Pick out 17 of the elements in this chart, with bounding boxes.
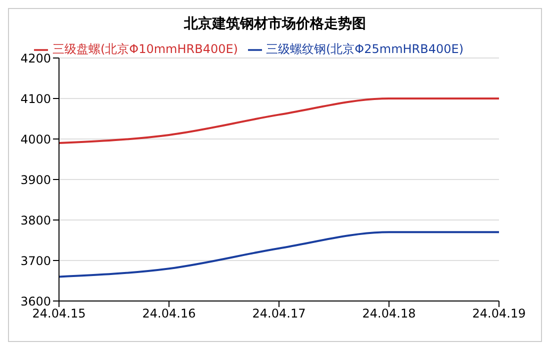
y-tick-label: 4200 [20,51,51,66]
legend-label: 三级螺纹钢(北京Φ25mmHRB400E) [266,42,464,56]
legend-label: 三级盘螺(北京Φ10mmHRB400E) [52,42,238,56]
x-tick-label: 24.04.17 [252,306,306,321]
chart-title: 北京建筑钢材市场价格走势图 [182,15,367,33]
x-tick-label: 24.04.15 [32,306,86,321]
line-series [58,231,500,278]
y-tick-label: 3900 [20,172,51,187]
y-tick-label: 4100 [20,92,51,106]
x-tick-label: 24.04.16 [142,306,196,321]
line-series [58,98,500,144]
x-tick-label: 24.04.19 [472,306,526,321]
x-tick-label: 24.04.18 [362,306,416,321]
y-tick-label: 4000 [20,132,51,146]
y-tick-label: 3700 [20,254,51,268]
y-tick-label: 3800 [20,213,51,228]
y-tick-label: 3600 [20,294,51,308]
